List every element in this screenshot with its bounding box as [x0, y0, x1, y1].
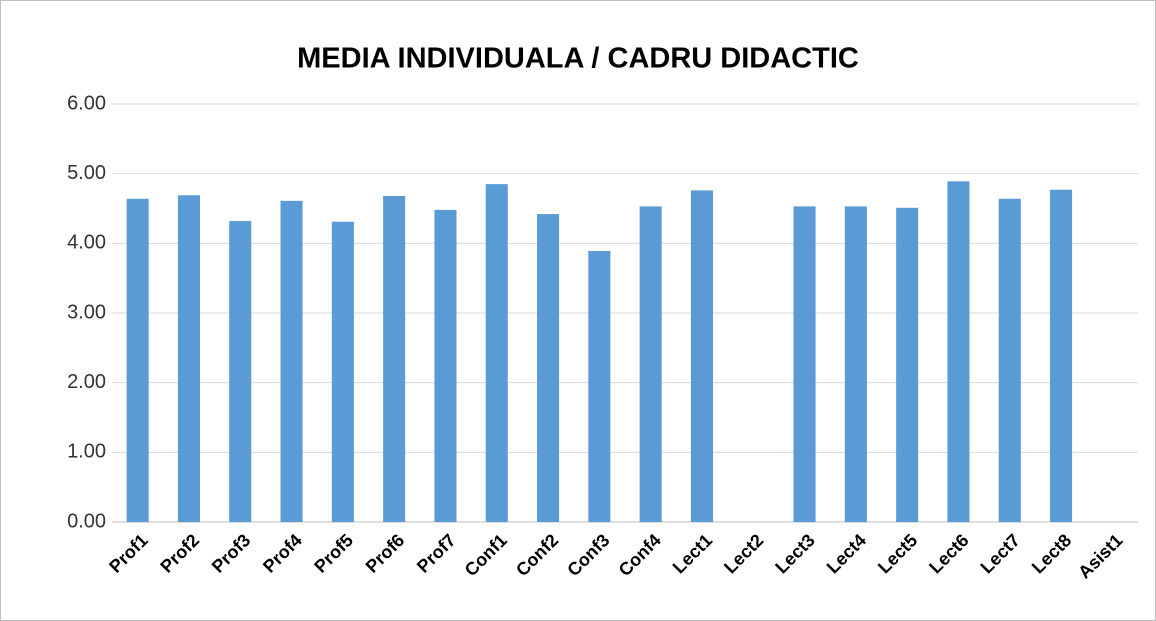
bar [588, 250, 611, 522]
chart-title: MEDIA INDIVIDUALA / CADRU DIDACTIC [297, 43, 859, 75]
bar [947, 181, 970, 522]
bar [434, 209, 457, 523]
y-tick-label: 2.00 [67, 371, 106, 393]
bar [1050, 189, 1073, 522]
bar [177, 195, 200, 522]
y-tick-label: 1.00 [67, 441, 106, 463]
bar [896, 207, 919, 522]
y-tick-label: 3.00 [67, 301, 106, 323]
bar [639, 206, 662, 522]
bar [844, 206, 867, 522]
bar [280, 200, 303, 522]
bar [998, 198, 1021, 522]
bar [383, 195, 406, 522]
y-tick-label: 0.00 [67, 510, 106, 532]
bar [537, 214, 560, 522]
y-tick-label: 6.00 [67, 92, 106, 114]
bar [485, 184, 508, 522]
bar [229, 221, 252, 523]
bar [126, 198, 149, 522]
bar [331, 221, 354, 522]
y-tick-label: 4.00 [67, 232, 106, 254]
bar [793, 206, 816, 522]
bar [690, 190, 713, 523]
y-tick-label: 5.00 [67, 162, 106, 184]
